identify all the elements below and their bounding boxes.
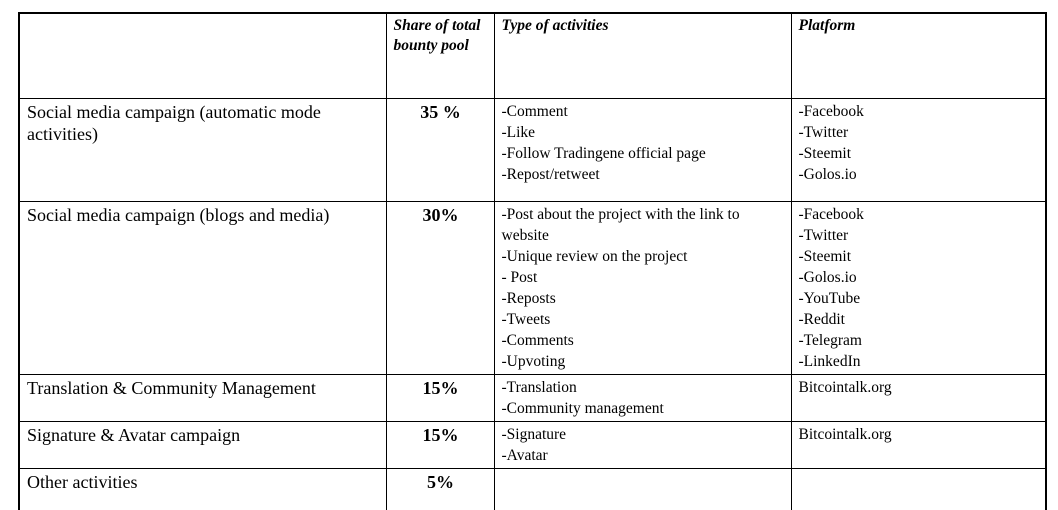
activities-cell: -Post about the project with the link to… [493, 200, 792, 375]
campaign-cell: Social media campaign (blogs and media) [18, 200, 387, 375]
activities-cell: -Comment -Like -Follow Tradingene offici… [493, 97, 792, 202]
share-cell: 30% [385, 200, 495, 375]
campaign-cell: Other activities [18, 467, 387, 510]
share-cell: 35 % [385, 97, 495, 202]
share-cell: 5% [385, 467, 495, 510]
platform-cell: Bitcointalk.org [790, 420, 1047, 469]
bounty-pool-table: Share of total bounty pool Type of activ… [18, 12, 1047, 510]
table-row-translation-community: Translation & Community Management 15% -… [18, 373, 1047, 422]
share-cell: 15% [385, 420, 495, 469]
header-share-of-bounty-pool: Share of total bounty pool [385, 12, 495, 99]
header-campaign [18, 12, 387, 99]
campaign-cell: Translation & Community Management [18, 373, 387, 422]
platform-cell [790, 467, 1047, 510]
activities-cell: -Signature -Avatar [493, 420, 792, 469]
campaign-cell: Signature & Avatar campaign [18, 420, 387, 469]
table-row-signature-avatar: Signature & Avatar campaign 15% -Signatu… [18, 420, 1047, 469]
table-row-other-activities: Other activities 5% [18, 467, 1047, 510]
table-row-social-automatic: Social media campaign (automatic mode ac… [18, 97, 1047, 202]
share-cell: 15% [385, 373, 495, 422]
activities-cell [493, 467, 792, 510]
header-row: Share of total bounty pool Type of activ… [18, 12, 1047, 99]
campaign-cell: Social media campaign (automatic mode ac… [18, 97, 387, 202]
platform-cell: -Facebook -Twitter -Steemit -Golos.io [790, 97, 1047, 202]
activities-cell: -Translation -Community management [493, 373, 792, 422]
table-row-social-blogs-media: Social media campaign (blogs and media) … [18, 200, 1047, 375]
platform-cell: -Facebook -Twitter -Steemit -Golos.io -Y… [790, 200, 1047, 375]
header-platform: Platform [790, 12, 1047, 99]
platform-cell: Bitcointalk.org [790, 373, 1047, 422]
header-type-of-activities: Type of activities [493, 12, 792, 99]
